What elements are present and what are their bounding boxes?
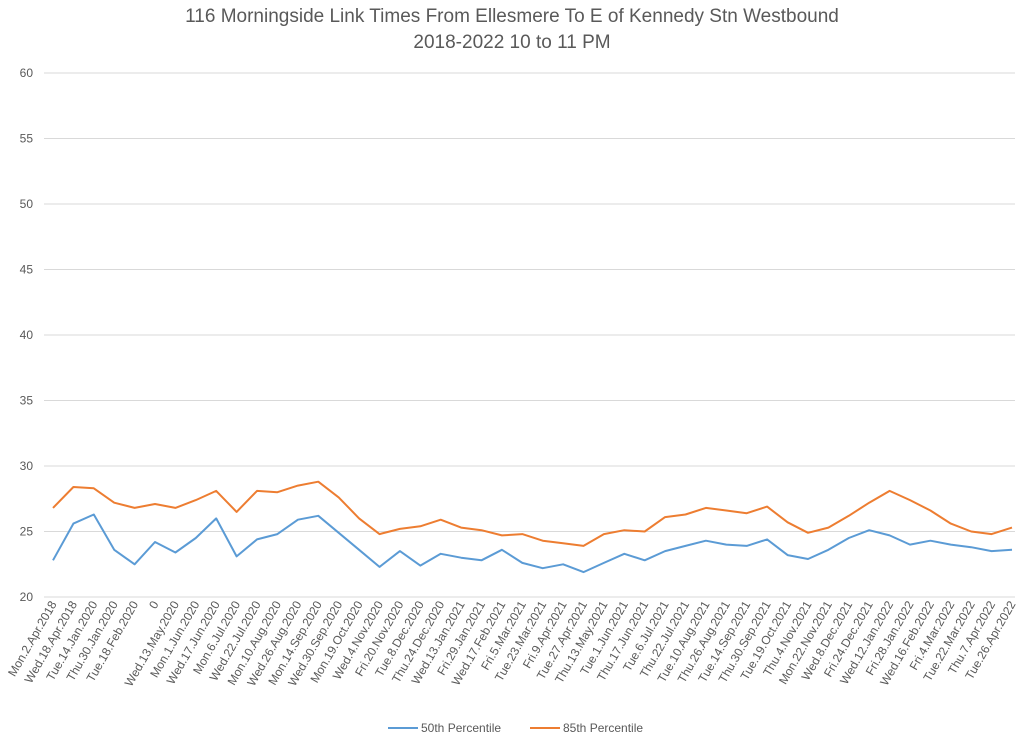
x-axis-ticks: Mon.2.Apr.2018Wed.18.Apr.2018Tue.14.Jan.… [5, 598, 1019, 689]
x-tick-label: 0 [146, 598, 162, 611]
legend-label: 85th Percentile [563, 721, 643, 735]
series-line-1 [52, 513, 1013, 574]
y-tick-label: 40 [20, 328, 34, 342]
series-lines [52, 480, 1013, 574]
y-tick-label: 25 [20, 525, 34, 539]
series-line-2 [52, 480, 1013, 547]
y-tick-label: 30 [20, 459, 34, 473]
y-tick-label: 45 [20, 263, 34, 277]
y-tick-label: 35 [20, 394, 34, 408]
gridlines [44, 72, 1015, 598]
y-tick-label: 50 [20, 197, 34, 211]
y-tick-label: 60 [20, 66, 34, 80]
chart-subtitle: 2018-2022 10 to 11 PM [413, 32, 610, 53]
chart-title: 116 Morningside Link Times From Ellesmer… [185, 6, 839, 27]
legend: 50th Percentile 85th Percentile [388, 721, 643, 735]
y-tick-label: 55 [20, 132, 34, 146]
y-axis-ticks: 20 25 30 35 40 45 50 55 60 [20, 66, 34, 604]
y-tick-label: 20 [20, 590, 34, 604]
legend-label: 50th Percentile [421, 721, 501, 735]
